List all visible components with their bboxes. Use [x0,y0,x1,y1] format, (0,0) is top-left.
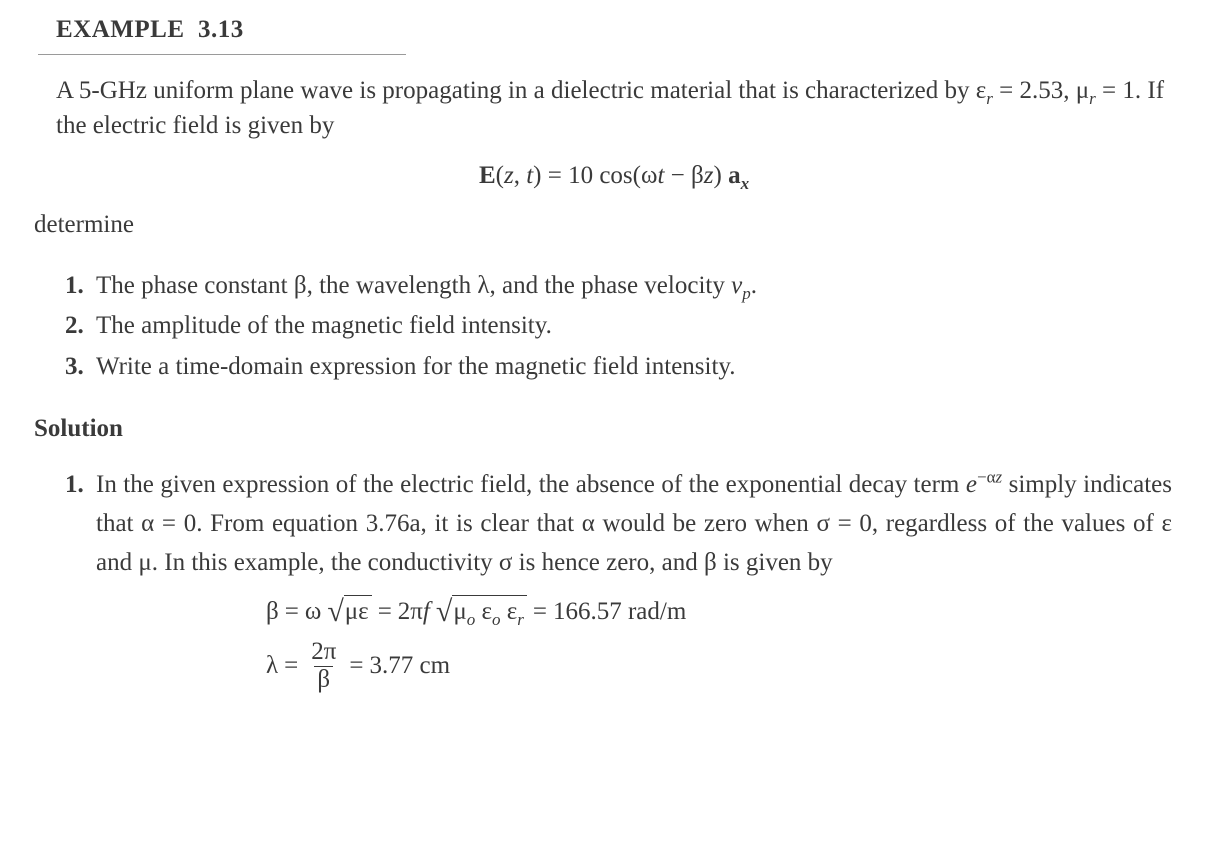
lambda-unit: cm [413,652,450,679]
radical-icon: √ [327,597,343,631]
problem-pre: A 5-GHz uniform plane wave is propagatin… [56,77,976,104]
lambda-value: 3.77 [369,652,413,679]
question-item-2: The amplitude of the magnetic field inte… [90,307,1172,346]
eps-r-symbol: εr [976,77,993,104]
question-item-3: Write a time-domain expression for the m… [90,348,1172,387]
beta-eq-line: β = ω √ με = 2πf √ μo εo εr = 166.57 rad… [266,593,1172,632]
beta-unit: rad/m [622,598,687,625]
beta-equation: β = ω √ με = 2πf √ μo εo εr = 166.57 rad… [266,593,1172,693]
beta-value: 166.57 [553,598,622,625]
determine-label: determine [34,207,1172,243]
efield-equation: E(z, t) = 10 cos(ωt − βz) ax [56,158,1172,194]
question-list: The phase constant β, the wavelength λ, … [56,267,1172,387]
heading-label: EXAMPLE 3.13 [56,16,244,43]
heading-divider [38,54,406,55]
problem-statement: A 5-GHz uniform plane wave is propagatin… [56,73,1172,144]
solution-list: In the given expression of the electric … [56,466,1172,693]
sqrt-2: √ μo εo εr [436,595,527,629]
example-heading: EXAMPLE 3.13 [56,12,1172,48]
heading-prefix: EXAMPLE [56,16,185,43]
question-item-1: The phase constant β, the wavelength λ, … [90,267,1172,306]
mu-r-symbol: μr [1076,77,1096,104]
heading-number: 3.13 [198,16,244,43]
radical-icon: √ [436,597,452,631]
solution-item-1-text: In the given expression of the electric … [96,466,1172,582]
lambda-fraction: 2π β [308,639,339,693]
solution-heading: Solution [34,411,1172,447]
mu-r-value: 1 [1122,77,1135,104]
solution-item-1: In the given expression of the electric … [90,466,1172,693]
eps-r-value: 2.53 [1020,77,1064,104]
sqrt-1: √ με [327,595,371,629]
lambda-eq-line: λ = 2π β = 3.77 cm [266,639,1172,693]
exponent: −αz [977,468,1002,487]
